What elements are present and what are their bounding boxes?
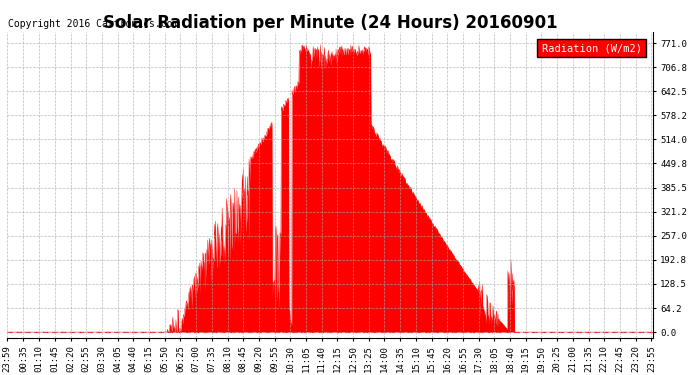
Text: Copyright 2016 Cartronics.com: Copyright 2016 Cartronics.com [8, 19, 178, 29]
Legend: Radiation (W/m2): Radiation (W/m2) [538, 39, 646, 57]
Title: Solar Radiation per Minute (24 Hours) 20160901: Solar Radiation per Minute (24 Hours) 20… [103, 14, 558, 32]
